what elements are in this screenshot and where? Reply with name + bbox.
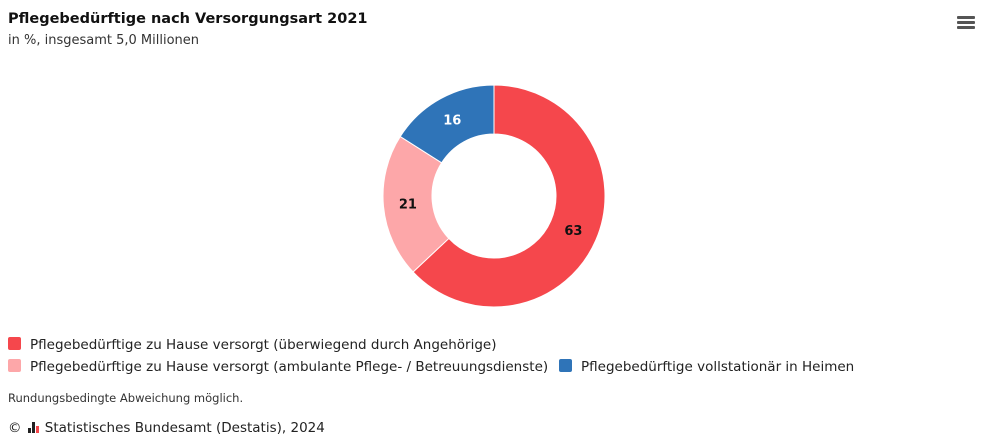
copyright-symbol: © bbox=[8, 420, 22, 436]
footnote: Rundungsbedingte Abweichung möglich. bbox=[8, 391, 244, 405]
legend-label: Pflegebedürftige zu Hause versorgt (über… bbox=[30, 337, 497, 353]
chart-subtitle: in %, insgesamt 5,0 Millionen bbox=[8, 33, 200, 48]
donut-slices bbox=[382, 84, 606, 308]
chart-title: Pflegebedürftige nach Versorgungsart 202… bbox=[8, 11, 368, 27]
legend-swatch bbox=[559, 359, 572, 372]
slice-home-relatives[interactable] bbox=[412, 84, 606, 308]
legend-item-home-relatives[interactable]: Pflegebedürftige zu Hause versorgt (über… bbox=[8, 337, 496, 355]
donut-data-labels: 63 21 16 bbox=[399, 114, 583, 239]
slice-nursing-homes[interactable] bbox=[399, 84, 495, 164]
hamburger-menu-icon[interactable] bbox=[955, 13, 977, 33]
menu-bar bbox=[957, 16, 975, 19]
legend-label: Pflegebedürftige vollstationär in Heimen bbox=[581, 359, 855, 375]
legend-swatch bbox=[8, 359, 21, 372]
legend-swatch bbox=[8, 337, 21, 350]
legend-label: Pflegebedürftige zu Hause versorgt (ambu… bbox=[30, 359, 549, 375]
destatis-logo-icon bbox=[27, 422, 40, 433]
donut-chart: 63 21 16 bbox=[382, 84, 606, 308]
legend-item-home-ambulant[interactable]: Pflegebedürftige zu Hause versorgt (ambu… bbox=[8, 359, 548, 377]
data-label-home-ambulant: 21 bbox=[399, 198, 417, 213]
menu-bar bbox=[957, 21, 975, 24]
source-text: Statistisches Bundesamt (Destatis), 2024 bbox=[44, 420, 325, 436]
source-credit: © Statistisches Bundesamt (Destatis), 20… bbox=[8, 420, 325, 436]
data-label-home-relatives: 63 bbox=[564, 224, 582, 239]
menu-bar bbox=[957, 26, 975, 29]
legend-item-nursing-homes[interactable]: Pflegebedürftige vollstationär in Heimen bbox=[559, 359, 854, 377]
data-label-nursing-homes: 16 bbox=[443, 114, 461, 129]
